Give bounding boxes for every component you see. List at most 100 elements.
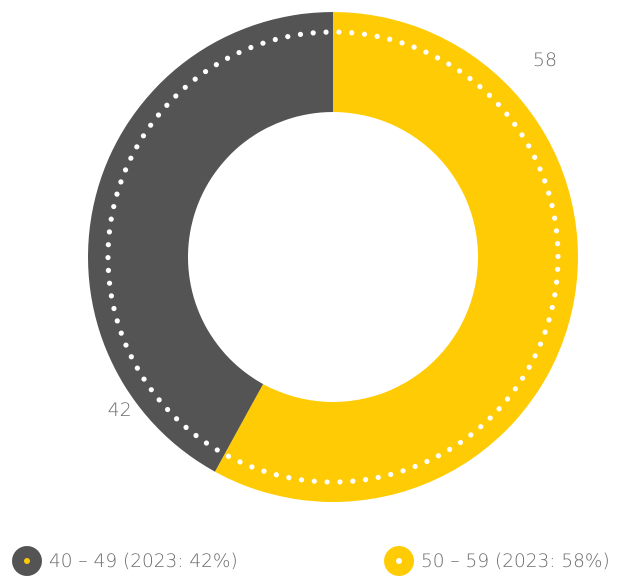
dotted-ring bbox=[105, 29, 561, 485]
ring-dot bbox=[285, 33, 291, 40]
ring-dot bbox=[375, 474, 381, 481]
ring-dot bbox=[542, 329, 548, 335]
ring-dot bbox=[486, 92, 493, 98]
ring-dot bbox=[549, 304, 555, 311]
ring-dot bbox=[512, 386, 518, 392]
ring-dot bbox=[118, 330, 124, 336]
legend-item-50-59: 50 – 59 (2023: 58%) bbox=[384, 544, 610, 578]
ring-dot bbox=[496, 406, 502, 412]
ring-dot bbox=[273, 472, 279, 478]
ring-dot bbox=[362, 477, 369, 483]
ring-dot bbox=[225, 453, 232, 459]
ring-dot bbox=[446, 61, 452, 67]
data-label-40-49: 42 bbox=[108, 399, 132, 421]
ring-dot bbox=[260, 40, 266, 46]
ring-dot bbox=[423, 49, 429, 55]
ring-dot bbox=[214, 447, 220, 453]
ring-dot bbox=[549, 202, 555, 209]
data-labels: 42 58 bbox=[108, 49, 557, 421]
ring-dot bbox=[399, 40, 405, 46]
ring-dot bbox=[128, 354, 134, 360]
ring-dot bbox=[224, 55, 231, 61]
ring-dot bbox=[388, 471, 394, 478]
ring-dot bbox=[105, 267, 111, 273]
legend-label-50-59: 50 – 59 (2023: 58%) bbox=[421, 550, 610, 572]
ring-dot bbox=[424, 458, 430, 465]
ring-dot bbox=[532, 154, 538, 160]
ring-dot bbox=[504, 111, 510, 117]
ring-dot bbox=[553, 279, 560, 285]
ring-dot bbox=[532, 353, 538, 359]
legend-swatch-dot-50-59 bbox=[396, 558, 402, 564]
ring-dot bbox=[202, 68, 209, 75]
ring-dot bbox=[337, 479, 343, 485]
ring-dot bbox=[183, 424, 189, 430]
ring-dot bbox=[155, 112, 162, 118]
ring-dot bbox=[311, 478, 317, 484]
ring-dot bbox=[123, 342, 129, 348]
ring-dot bbox=[114, 191, 120, 197]
ring-dot bbox=[105, 242, 111, 248]
ring-dot bbox=[546, 317, 552, 323]
ring-dot bbox=[134, 365, 140, 371]
ring-dot bbox=[350, 478, 356, 484]
ring-dot bbox=[261, 468, 267, 474]
ring-dot bbox=[519, 132, 525, 138]
legend-swatch-dot-40-49 bbox=[24, 558, 30, 564]
ring-dot bbox=[478, 424, 484, 430]
ring-dot bbox=[526, 143, 532, 149]
ring-dot bbox=[140, 133, 147, 139]
legend-swatch-40-49 bbox=[12, 546, 42, 576]
ring-dot bbox=[108, 216, 114, 222]
ring-dot bbox=[192, 76, 198, 82]
ring-dot bbox=[118, 179, 124, 185]
ring-dot bbox=[324, 479, 330, 485]
ring-dot bbox=[236, 49, 242, 56]
ring-dot bbox=[141, 376, 147, 382]
ring-dot bbox=[156, 397, 162, 403]
ring-dot bbox=[111, 203, 117, 210]
data-label-50-59: 58 bbox=[533, 49, 557, 71]
ring-dot bbox=[468, 432, 474, 438]
ring-dot bbox=[297, 31, 304, 37]
ring-dot bbox=[542, 178, 548, 184]
ring-dot bbox=[546, 190, 552, 196]
ring-dot bbox=[148, 387, 154, 393]
ring-dot bbox=[555, 266, 561, 272]
slice-50-59 bbox=[214, 12, 579, 503]
ring-dot bbox=[555, 253, 561, 260]
ring-dot bbox=[164, 102, 170, 108]
ring-dot bbox=[165, 406, 171, 413]
ring-dot bbox=[173, 416, 180, 422]
ring-dot bbox=[272, 36, 278, 43]
ring-dot bbox=[434, 55, 441, 61]
ring-dot bbox=[249, 464, 255, 470]
ring-dot bbox=[182, 84, 188, 90]
ring-dot bbox=[248, 44, 254, 51]
legend-label-40-49: 40 – 49 (2023: 42%) bbox=[49, 550, 238, 572]
ring-dot bbox=[106, 280, 113, 286]
ring-dot bbox=[537, 341, 544, 347]
donut-chart: 42 58 bbox=[88, 12, 579, 503]
ring-dot bbox=[128, 155, 134, 161]
ring-dot bbox=[105, 254, 111, 261]
ring-dot bbox=[537, 166, 543, 172]
ring-dot bbox=[374, 33, 380, 39]
ring-dot bbox=[457, 439, 464, 446]
ring-dot bbox=[310, 30, 316, 36]
ring-dot bbox=[447, 446, 453, 452]
ring-dot bbox=[553, 228, 560, 234]
ring-dot bbox=[323, 29, 329, 35]
ring-dot bbox=[106, 229, 113, 235]
ring-dot bbox=[298, 477, 305, 483]
ring-dot bbox=[336, 29, 342, 35]
ring-dot bbox=[237, 459, 243, 465]
ring-dot bbox=[108, 293, 114, 299]
ring-dot bbox=[134, 144, 140, 150]
ring-dot bbox=[114, 318, 120, 324]
ring-dot bbox=[213, 62, 219, 68]
ring-dot bbox=[400, 468, 406, 474]
ring-dot bbox=[203, 440, 210, 446]
donut-slices bbox=[88, 12, 579, 503]
ring-dot bbox=[519, 375, 526, 381]
